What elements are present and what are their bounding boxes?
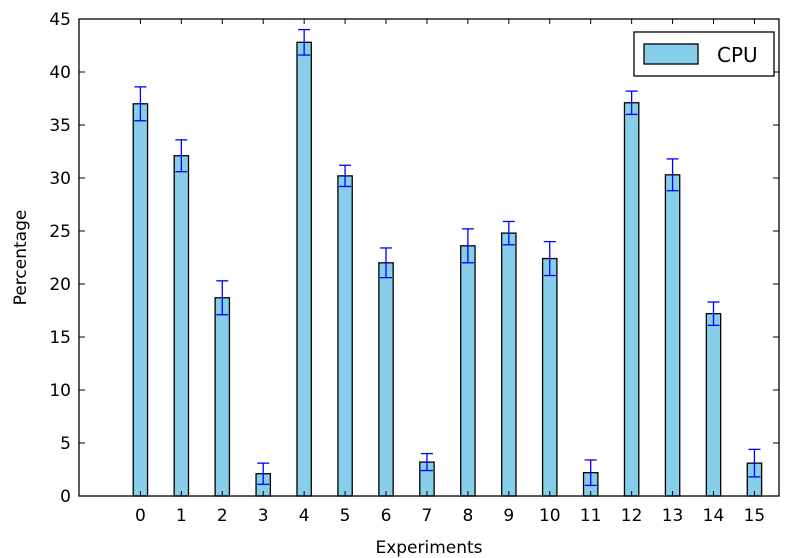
bar-2 [214,297,231,497]
bars-group [132,41,763,497]
x-tick-label-0: 0 [135,506,146,526]
y-tick-label-10: 10 [49,381,71,401]
bar-9 [501,232,517,497]
y-tick-label-35: 35 [49,116,71,136]
x-axis-title: Experiments [375,538,482,558]
x-tick-label-5: 5 [340,506,351,526]
bar-5 [337,175,353,497]
x-tick-label-6: 6 [381,506,392,526]
x-tick-label-8: 8 [462,506,473,526]
y-tick-label-30: 30 [49,169,71,189]
x-tick-label-15: 15 [744,506,766,526]
legend-swatch-cpu [643,43,699,65]
x-tick-label-9: 9 [503,506,514,526]
legend: CPU [633,31,775,77]
bar-13 [664,174,681,497]
y-axis-ticks: 0 5 10 15 20 25 30 35 40 45 [49,10,779,507]
x-tick-label-1: 1 [176,506,187,526]
y-tick-label-45: 45 [49,10,71,30]
bar-10 [541,257,558,497]
bar-1 [173,155,190,497]
y-tick-label-40: 40 [49,63,71,83]
bar-0 [132,103,149,497]
bar-4 [296,41,312,497]
x-tick-label-7: 7 [422,506,433,526]
x-tick-label-2: 2 [217,506,228,526]
x-tick-label-14: 14 [703,506,725,526]
x-tick-label-4: 4 [299,506,310,526]
legend-label-cpu: CPU [717,43,758,67]
bar-6 [378,262,394,497]
x-axis-ticks: 0 1 2 3 4 5 6 7 8 9 10 11 12 13 14 15 [135,19,765,526]
bar-8 [460,245,476,497]
x-tick-label-13: 13 [662,506,684,526]
y-tick-label-5: 5 [60,434,71,454]
y-tick-label-0: 0 [60,487,71,507]
errorbars-group [134,28,761,487]
y-tick-label-15: 15 [49,328,71,348]
y-tick-label-20: 20 [49,275,71,295]
plot-frame [78,18,780,497]
bar-14 [705,313,722,497]
x-tick-label-10: 10 [539,506,561,526]
y-tick-label-25: 25 [49,222,71,242]
x-tick-label-3: 3 [258,506,269,526]
x-tick-label-12: 12 [621,506,643,526]
bar-12 [623,102,640,497]
y-axis-title: Percentage [11,210,31,306]
x-tick-label-11: 11 [580,506,602,526]
